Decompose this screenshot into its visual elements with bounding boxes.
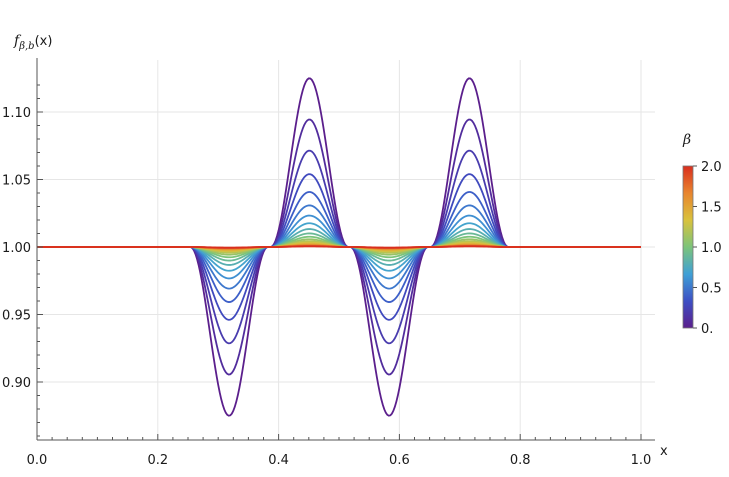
colorbar-tick-label: 1.0 <box>701 241 722 256</box>
colorbar-tick-label: 0.5 <box>701 282 722 297</box>
colorbar: 0. 0.5 1.0 1.5 2.0 <box>682 160 722 337</box>
colorbar-ramp <box>682 165 694 329</box>
y-tick-label: 0.90 <box>2 376 31 391</box>
x-tick-label: 1.0 <box>631 453 652 468</box>
series-line <box>37 245 641 249</box>
x-tick-label: 0.8 <box>510 453 531 468</box>
colorbar-tick-label: 0. <box>701 322 713 337</box>
x-tick-label: 0.6 <box>389 453 410 468</box>
y-axis-title: fβ,b(x) <box>13 33 52 52</box>
y-tick-label: 1.05 <box>2 174 31 189</box>
colorbar-tick-label: 2.0 <box>701 160 722 175</box>
y-tick-label: 1.00 <box>2 241 31 256</box>
x-axis-title: x <box>660 444 668 459</box>
colorbar-title: β <box>682 132 691 148</box>
series-group <box>37 77 641 417</box>
x-tick-label: 0.0 <box>27 453 48 468</box>
axes: 0.0 0.2 0.4 0.6 0.8 1.0 0.90 0.95 1.00 1.05 1.10 <box>2 58 655 468</box>
x-tick-label: 0.2 <box>147 453 168 468</box>
y-tick-label: 0.95 <box>2 309 31 324</box>
colorbar-tick-label: 1.5 <box>701 201 722 216</box>
y-tick-label: 1.10 <box>2 106 31 121</box>
x-tick-label: 0.4 <box>268 453 289 468</box>
gridlines <box>36 60 655 440</box>
